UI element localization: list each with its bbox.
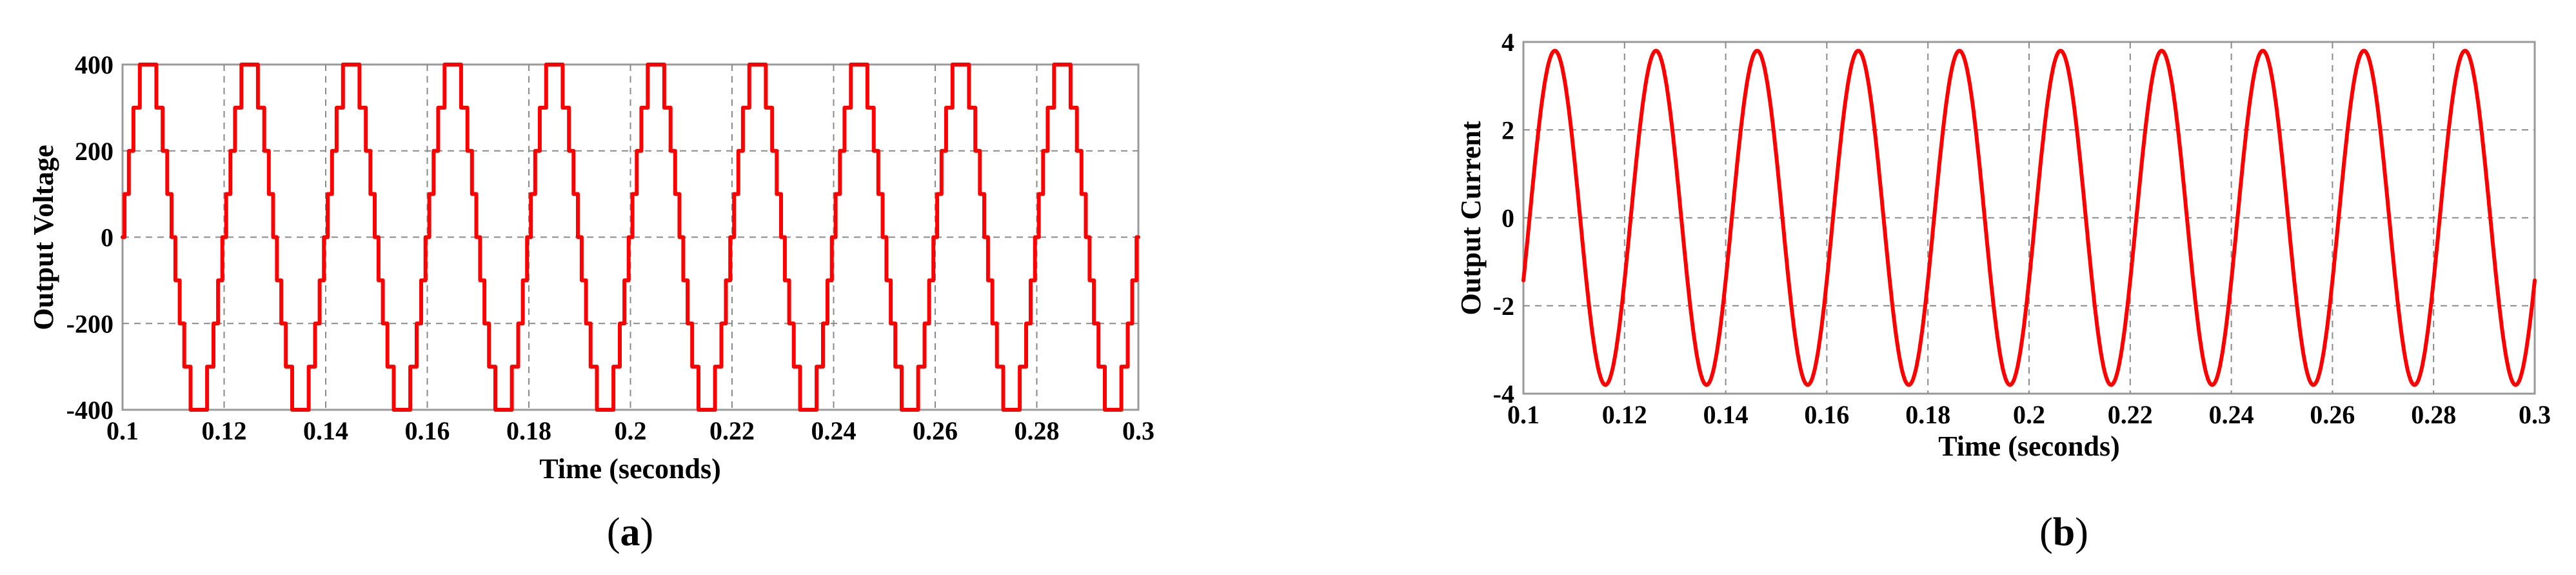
x-tick-label: 0.3 (2519, 400, 2551, 429)
x-tick-label: 0.16 (405, 416, 450, 445)
y-tick-labels-b: -4 -2 0 2 4 (1493, 28, 1514, 409)
current-trace (1521, 48, 2537, 387)
chart-panel-b: 0.1 0.12 0.14 0.16 0.18 0.2 0.22 0.24 0.26 0.28 0.… (1455, 28, 2551, 554)
x-tick-labels-a: 0.1 0.12 0.14 0.16 0.18 0.2 0.22 0.24 0.26 0.28 0.… (106, 416, 1154, 445)
x-tick-label: 0.2 (2013, 400, 2045, 429)
x-tick-label: 0.1 (1507, 400, 1540, 429)
panel-caption-a: (a) (607, 510, 653, 554)
y-tick-label: 200 (75, 137, 114, 166)
x-tick-label: 0.14 (303, 416, 348, 445)
x-tick-label: 0.2 (615, 416, 647, 445)
x-tick-label: 0.28 (1015, 416, 1060, 445)
x-tick-label: 0.26 (2310, 400, 2355, 429)
x-tick-labels-b: 0.1 0.12 0.14 0.16 0.18 0.2 0.22 0.24 0.26 0.28 0.… (1507, 400, 2551, 429)
x-tick-label: 0.1 (106, 416, 139, 445)
caption-letter-a: a (620, 510, 640, 554)
voltage-trace (121, 63, 1140, 412)
y-tick-label: -2 (1493, 292, 1514, 321)
gridlines-b (1523, 42, 2535, 394)
y-tick-label: 0 (101, 223, 114, 252)
x-axis-label-a: Time (seconds) (539, 453, 721, 485)
caption-letter-b: b (2053, 510, 2075, 554)
x-tick-label: 0.24 (811, 416, 857, 445)
x-tick-label: 0.14 (1703, 400, 1749, 429)
y-tick-label: 4 (1501, 28, 1514, 57)
x-tick-label: 0.12 (202, 416, 247, 445)
x-tick-label: 0.22 (709, 416, 755, 445)
y-tick-label: -200 (66, 309, 114, 338)
x-tick-label: 0.18 (506, 416, 551, 445)
x-tick-label: 0.28 (2411, 400, 2456, 429)
x-tick-label: 0.26 (913, 416, 958, 445)
x-axis-label-b: Time (seconds) (1938, 430, 2120, 462)
y-tick-label: 400 (75, 50, 114, 79)
y-tick-label: -400 (66, 396, 114, 425)
panel-caption-b: (b) (2039, 510, 2088, 554)
y-tick-label: -4 (1493, 379, 1514, 409)
y-tick-label: 2 (1501, 116, 1514, 145)
y-tick-label: 0 (1501, 204, 1514, 233)
x-tick-label: 0.3 (1122, 416, 1154, 445)
y-axis-label-b: Output Current (1455, 121, 1487, 315)
y-axis-label-a: Output Voltage (28, 145, 59, 330)
x-tick-label: 0.18 (1905, 400, 1950, 429)
chart-panel-a: 0.1 0.12 0.14 0.16 0.18 0.2 0.22 0.24 0.26 0.28 0.… (28, 50, 1154, 554)
x-tick-label: 0.16 (1804, 400, 1849, 429)
x-tick-label: 0.22 (2108, 400, 2153, 429)
x-tick-label: 0.24 (2209, 400, 2254, 429)
x-tick-label: 0.12 (1602, 400, 1647, 429)
y-tick-labels-a: -400 -200 0 200 400 (66, 50, 114, 425)
